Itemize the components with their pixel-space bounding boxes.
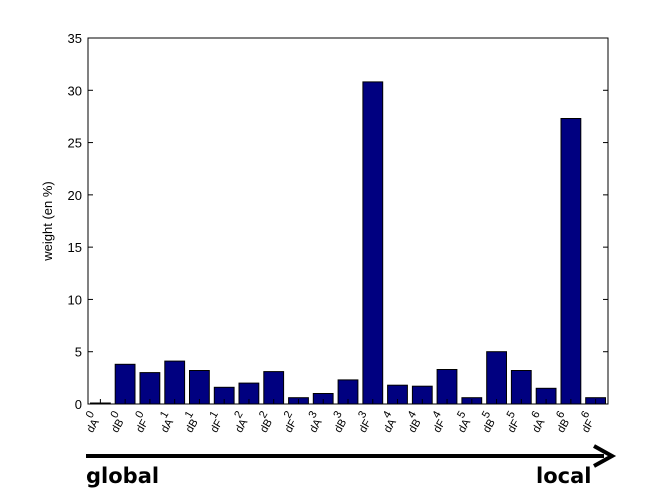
x-tick-label-index: 1 [207,409,220,420]
x-tick-label-main: dF [580,417,597,434]
y-tick-label: 0 [75,397,82,412]
bar-5 [189,370,210,405]
bar-12 [362,81,384,405]
x-tick-label: dF6 [579,409,597,435]
bar-4 [164,360,186,405]
x-tick-label-index: 0 [108,409,121,420]
x-tick-label-index: 6 [579,409,592,420]
plot-area [87,37,609,405]
x-tick-label: dB2 [257,409,275,435]
x-tick-label-main: dF [208,417,225,434]
y-tick-label: 10 [68,292,82,307]
bar-2 [114,363,136,405]
x-tick-label-main: dF [283,417,300,434]
x-tick-label: dF2 [282,409,300,435]
x-tick-label-main: dB [184,417,201,435]
x-tick-label-index: 3 [356,409,369,420]
x-tick-label-index: 4 [381,409,394,420]
x-tick-label-main: dF [431,417,448,434]
x-tick-label-index: 1 [183,409,196,420]
global-label: global [86,464,160,488]
x-tick-label-main: dB [481,417,498,435]
x-tick-label-index: 5 [505,409,518,420]
x-tick-label: dF0 [133,409,151,435]
y-tick-label: 20 [68,188,82,203]
x-tick-label: dA4 [381,409,399,435]
x-tick-label: dF3 [356,409,374,435]
y-tick-label: 5 [75,345,82,360]
x-tick-label-index: 6 [529,409,542,420]
y-tick-label: 25 [68,136,82,151]
x-tick-label-index: 0 [84,409,97,420]
x-tick-label-main: dB [258,417,275,435]
x-tick-label: dB4 [406,409,424,435]
x-tick-label: dA0 [84,409,102,435]
x-tick-label-index: 5 [480,409,493,420]
global-to-local-arrow [86,444,617,468]
x-tick-label-main: dF [506,417,523,434]
x-tick-label: dA3 [307,409,325,435]
local-label: local [536,464,592,488]
x-axis-labels: dA0dB0dF0dA1dB1dF1dA2dB2dF2dA3dB3dF3dA4d… [84,399,597,435]
x-tick-label-index: 2 [257,409,270,420]
x-tick-label-index: 2 [232,409,245,420]
x-tick-label-main: dF [357,417,374,434]
x-tick-label-index: 4 [406,409,419,420]
x-tick-label-main: dB [109,417,126,435]
x-tick-label: dB1 [183,409,201,435]
x-tick-label-main: dB [406,417,423,435]
x-tick-label-index: 3 [331,409,344,420]
x-tick-label-main: dB [332,417,349,435]
y-tick-label: 15 [68,240,82,255]
x-tick-label: dF4 [430,409,448,435]
x-tick-label: dA6 [529,409,547,435]
x-tick-label: dB0 [108,409,126,435]
x-tick-label-index: 4 [430,409,443,420]
x-tick-label-index: 5 [455,409,468,420]
y-tick-label: 30 [68,83,82,98]
x-tick-label-index: 3 [307,409,320,420]
x-tick-label: dB5 [480,409,498,435]
bar-20 [560,118,582,405]
y-axis-title: weight (en %) [40,181,55,261]
x-tick-label: dF5 [505,409,523,435]
bar-17 [486,351,508,405]
x-tick-label: dA5 [455,409,473,435]
bar-15 [436,369,458,405]
x-tick-label: dB3 [331,409,349,435]
x-tick-label: dA1 [158,409,176,435]
x-tick-label: dB6 [554,409,572,435]
bar-18 [510,370,532,405]
x-tick-label-index: 0 [133,409,146,420]
x-tick-label-main: dF [134,417,151,434]
y-axis-ticks: 0 5 10 15 20 25 30 35 [68,31,608,412]
x-tick-label: dF1 [207,409,225,435]
y-tick-label: 35 [68,31,82,46]
x-tick-label-index: 2 [282,409,295,420]
x-tick-label-index: 6 [554,409,567,420]
x-tick-label: dA2 [232,409,250,435]
arrow-head [593,444,617,468]
x-tick-label-index: 1 [158,409,171,420]
x-tick-label-main: dB [555,417,572,435]
